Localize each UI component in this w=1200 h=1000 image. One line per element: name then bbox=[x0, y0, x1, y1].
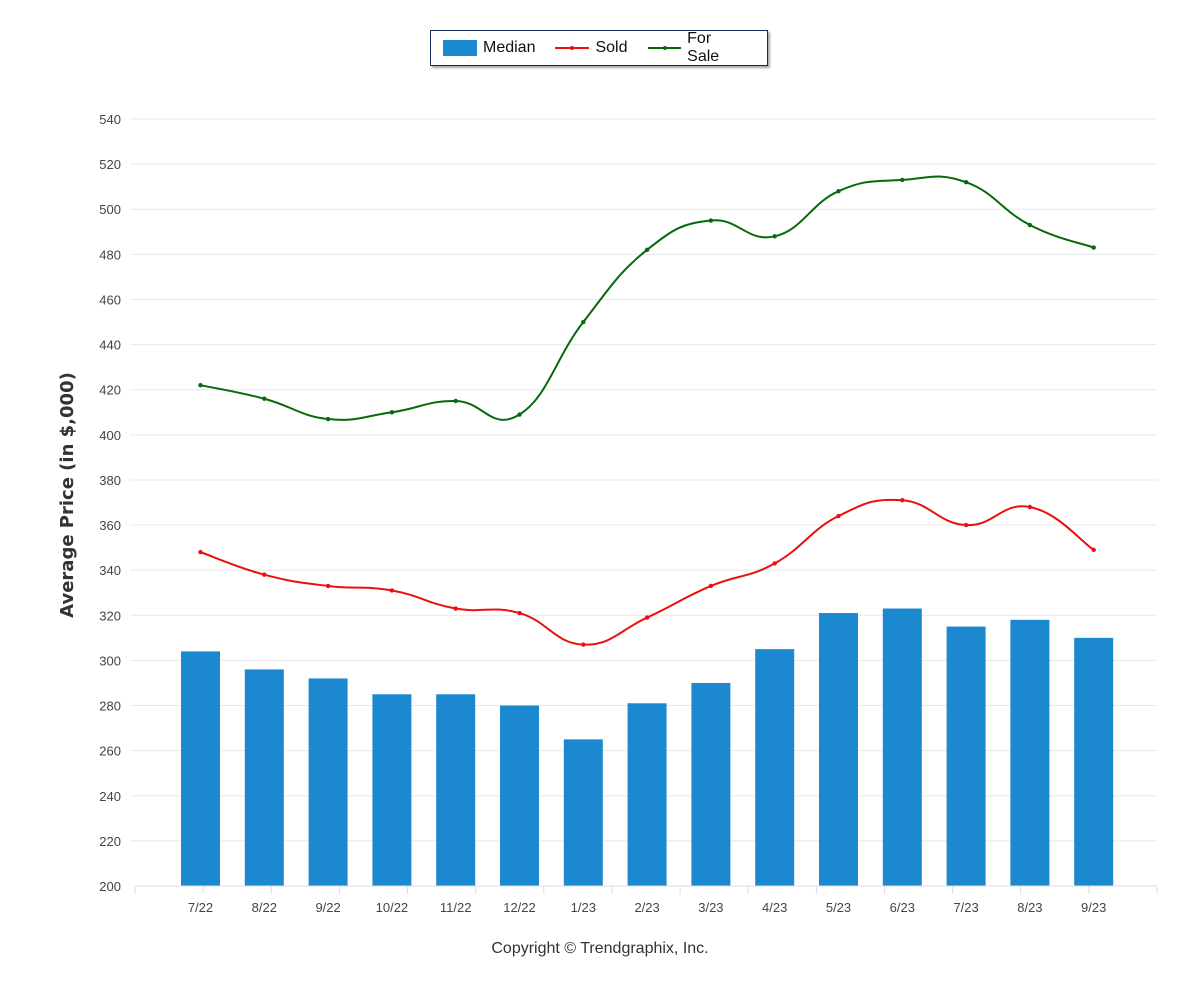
legend-label-for-sale: For Sale bbox=[687, 30, 720, 65]
point-for-sale[interactable] bbox=[389, 410, 395, 415]
y-tick-label: 320 bbox=[99, 608, 121, 623]
y-tick-label: 400 bbox=[99, 428, 121, 443]
legend-label-sold: Sold bbox=[595, 39, 628, 56]
point-sold[interactable] bbox=[708, 583, 714, 589]
point-for-sale[interactable] bbox=[963, 179, 969, 185]
x-tick-label: 8/23 bbox=[1017, 900, 1042, 915]
legend-item-median[interactable]: Median bbox=[443, 39, 535, 57]
line-sold[interactable] bbox=[200, 498, 1095, 646]
bar-median[interactable] bbox=[308, 678, 348, 886]
bar-median[interactable] bbox=[181, 651, 220, 886]
y-tick-label: 360 bbox=[99, 518, 121, 533]
bar-median[interactable] bbox=[755, 649, 795, 886]
point-for-sale[interactable] bbox=[772, 234, 777, 239]
bar-median[interactable] bbox=[436, 694, 476, 886]
line-series bbox=[198, 175, 1096, 647]
x-tick-label: 7/23 bbox=[953, 900, 978, 915]
y-tick-label: 520 bbox=[99, 157, 121, 172]
x-tick-label: 10/22 bbox=[376, 900, 409, 915]
y-tick-label: 240 bbox=[99, 789, 121, 804]
y-tick-label: 420 bbox=[99, 383, 121, 398]
point-sold[interactable] bbox=[517, 610, 522, 616]
point-for-sale[interactable] bbox=[325, 416, 331, 422]
x-tick-label: 12/22 bbox=[503, 900, 536, 915]
point-for-sale[interactable] bbox=[517, 412, 522, 417]
x-tick-label: 1/23 bbox=[571, 900, 596, 915]
point-sold[interactable] bbox=[772, 561, 777, 566]
line-for-sale[interactable] bbox=[200, 175, 1095, 421]
y-tick-label: 260 bbox=[99, 744, 121, 759]
x-tick-label: 2/23 bbox=[634, 900, 659, 915]
bar-median[interactable] bbox=[372, 694, 412, 886]
x-tick-label: 3/23 bbox=[698, 900, 723, 915]
legend-swatch-sold bbox=[555, 41, 590, 55]
point-sold[interactable] bbox=[198, 549, 203, 555]
legend-swatch-median bbox=[443, 40, 477, 56]
point-for-sale[interactable] bbox=[708, 218, 714, 223]
bar-median[interactable] bbox=[627, 703, 667, 886]
x-tick-label: 6/23 bbox=[890, 900, 915, 915]
point-for-sale[interactable] bbox=[644, 247, 650, 253]
y-tick-label: 340 bbox=[99, 563, 121, 578]
legend-label-median: Median bbox=[483, 39, 536, 56]
point-for-sale[interactable] bbox=[836, 188, 841, 194]
copyright-text: Copyright © Trendgraphix, Inc. bbox=[491, 940, 709, 957]
bar-median[interactable] bbox=[691, 682, 731, 886]
point-for-sale[interactable] bbox=[1091, 245, 1096, 250]
y-tick-label: 300 bbox=[99, 653, 121, 668]
point-sold[interactable] bbox=[453, 606, 458, 611]
bar-median[interactable] bbox=[1074, 637, 1114, 886]
bar-median[interactable] bbox=[1010, 619, 1050, 886]
point-for-sale[interactable] bbox=[453, 398, 458, 404]
point-sold[interactable] bbox=[963, 522, 969, 528]
point-sold[interactable] bbox=[1027, 504, 1033, 510]
point-sold[interactable] bbox=[1091, 547, 1096, 553]
x-tick-label: 7/22 bbox=[188, 900, 213, 915]
bar-median[interactable] bbox=[819, 613, 858, 886]
bar-median[interactable] bbox=[563, 739, 603, 886]
point-for-sale[interactable] bbox=[1027, 222, 1033, 228]
x-tick-label: 9/22 bbox=[315, 900, 340, 915]
point-for-sale[interactable] bbox=[262, 396, 267, 401]
y-tick-label: 460 bbox=[99, 292, 121, 307]
x-tick-label: 11/22 bbox=[440, 900, 472, 915]
point-sold[interactable] bbox=[325, 583, 331, 589]
x-tick-label: 8/22 bbox=[252, 900, 277, 915]
point-sold[interactable] bbox=[389, 588, 395, 593]
median-bars bbox=[181, 608, 1114, 886]
y-tick-label: 480 bbox=[99, 247, 121, 262]
point-sold[interactable] bbox=[644, 615, 650, 620]
point-for-sale[interactable] bbox=[900, 177, 905, 183]
bar-median[interactable] bbox=[244, 669, 284, 886]
point-for-sale[interactable] bbox=[581, 319, 586, 325]
y-tick-label: 500 bbox=[99, 202, 121, 217]
x-tick-label: 4/23 bbox=[762, 900, 787, 915]
y-tick-label: 380 bbox=[99, 473, 121, 488]
x-tick-label: 5/23 bbox=[826, 900, 851, 915]
y-tick-label: 200 bbox=[99, 879, 121, 894]
bar-median[interactable] bbox=[882, 608, 922, 886]
y-tick-label: 280 bbox=[99, 699, 121, 714]
point-sold[interactable] bbox=[836, 513, 841, 519]
legend-swatch-for-sale bbox=[647, 41, 682, 55]
legend-item-sold[interactable]: Sold bbox=[555, 39, 628, 57]
bar-median[interactable] bbox=[500, 705, 539, 886]
point-sold[interactable] bbox=[900, 498, 905, 503]
y-axis-label: Average Price (in $,000) bbox=[57, 372, 78, 618]
point-sold[interactable] bbox=[581, 642, 586, 647]
y-tick-label: 540 bbox=[99, 112, 121, 127]
chart-legend: Median Sold For Sale bbox=[430, 30, 768, 66]
bar-median[interactable] bbox=[946, 626, 986, 886]
point-for-sale[interactable] bbox=[198, 382, 203, 388]
legend-item-for-sale[interactable]: For Sale bbox=[647, 30, 747, 66]
x-tick-label: 9/23 bbox=[1081, 900, 1106, 915]
y-tick-label: 220 bbox=[99, 834, 121, 849]
axes: 200 220 240 260 280 300 320 340 360 380 400 420 440 4… bbox=[99, 112, 1158, 915]
y-tick-label: 440 bbox=[99, 338, 121, 353]
point-sold[interactable] bbox=[262, 572, 267, 577]
